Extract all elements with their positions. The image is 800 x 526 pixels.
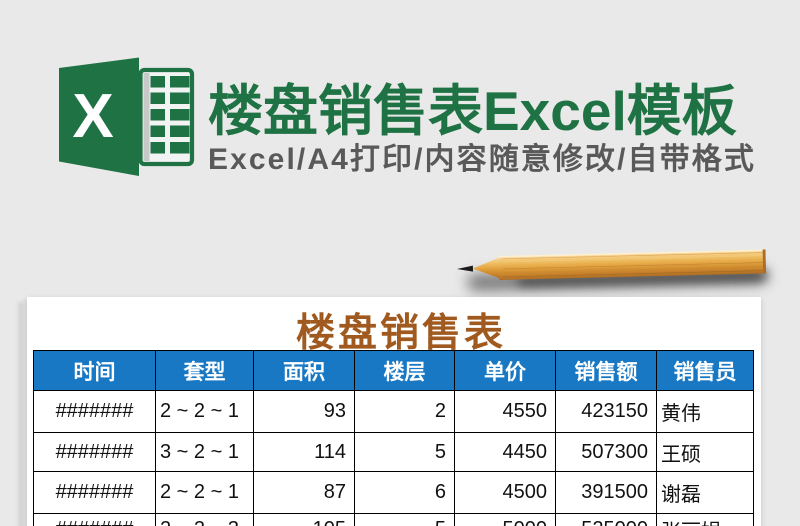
svg-text:X: X [72,82,113,151]
